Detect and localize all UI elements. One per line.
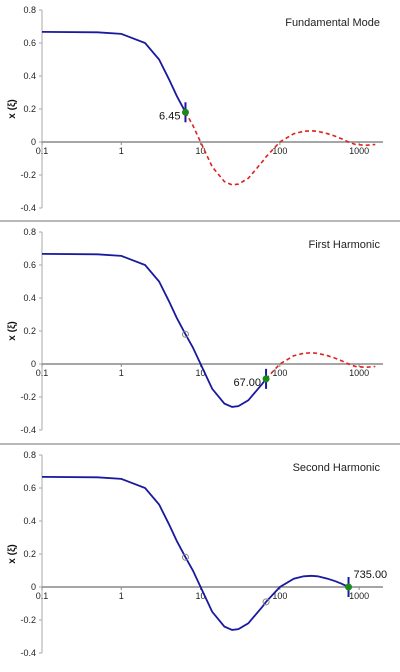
- series-line-continuation: [265, 351, 376, 380]
- x-tick-label: 10: [196, 146, 206, 156]
- y-tick-label: -0.4: [20, 425, 36, 435]
- series-line-fitted: [41, 253, 267, 408]
- x-tick-label: 0.1: [36, 146, 49, 156]
- y-tick-label: 0.4: [23, 71, 36, 81]
- y-tick-label: 0.6: [23, 38, 36, 48]
- open-marker: [181, 330, 189, 338]
- y-tick-label: -0.2: [20, 615, 36, 625]
- chart-title: Fundamental Mode: [285, 17, 380, 29]
- x-tick-label: 10: [196, 591, 206, 601]
- x-tick-label: 1: [119, 591, 124, 601]
- x-tick-label: 1: [119, 146, 124, 156]
- x-tick-label: 100: [272, 146, 287, 156]
- chart-panel-first-harmonic: 0.8 0.6 0.4 0.2 0 -0.2 -0.4 0.1 1 10 100 1000 x (ξ) F…: [0, 222, 400, 443]
- panel-divider: [0, 220, 400, 222]
- x-tick-label: 10: [196, 368, 206, 378]
- y-tick-label: 0.6: [23, 483, 36, 493]
- y-tick-label: 0.6: [23, 260, 36, 270]
- y-axis-label: x (ξ): [7, 99, 18, 118]
- series-line-continuation: [184, 111, 376, 186]
- y-tick-label: 0.2: [23, 104, 36, 114]
- x-tick-label: 1: [119, 368, 124, 378]
- boundary-marker: [345, 583, 353, 591]
- chart-second-harmonic: 0.8 0.6 0.4 0.2 0 -0.2 -0.4 0.1 1 10 100 1000 x (ξ) S…: [7, 450, 388, 658]
- x-tick-label: 1000: [349, 591, 369, 601]
- y-tick-label: 0.8: [23, 227, 36, 237]
- open-marker: [181, 553, 189, 561]
- x-tick-label: 0.1: [36, 591, 49, 601]
- boundary-label: 6.45: [159, 110, 180, 122]
- chart-panel-fundamental: 0.8 0.6 0.4 0.2 0 -0.2 -0.4 0.1 1 10 100 1000 x (ξ) F…: [0, 0, 400, 220]
- x-tick-label: 100: [272, 591, 287, 601]
- chart-first-harmonic: 0.8 0.6 0.4 0.2 0 -0.2 -0.4 0.1 1 10 100 1000 x (ξ) F…: [7, 227, 383, 435]
- y-tick-label: 0: [31, 359, 36, 369]
- chart-fundamental-mode: 0.8 0.6 0.4 0.2 0 -0.2 -0.4 0.1 1 10 100 1000 x (ξ) F…: [7, 5, 383, 213]
- x-tick-label: 100: [272, 368, 287, 378]
- boundary-label: 735.00: [354, 569, 388, 581]
- chart-panel-second-harmonic: 0.8 0.6 0.4 0.2 0 -0.2 -0.4 0.1 1 10 100 1000 x (ξ) S…: [0, 445, 400, 667]
- series-line-fitted: [41, 476, 349, 631]
- y-tick-label: 0.4: [23, 293, 36, 303]
- x-tick-label: 1000: [349, 368, 369, 378]
- x-tick-label: 1000: [349, 146, 369, 156]
- boundary-label: 67.00: [234, 377, 262, 389]
- x-tick-label: 0.1: [36, 368, 49, 378]
- y-axis-label: x (ξ): [7, 544, 18, 563]
- y-tick-label: -0.4: [20, 203, 36, 213]
- y-tick-label: 0: [31, 582, 36, 592]
- boundary-marker: [262, 375, 270, 383]
- y-tick-label: 0.8: [23, 450, 36, 460]
- y-tick-label: 0: [31, 137, 36, 147]
- open-marker: [262, 598, 270, 606]
- series-line-fitted: [41, 31, 187, 113]
- chart-title: Second Harmonic: [293, 462, 381, 474]
- y-tick-label: 0.2: [23, 326, 36, 336]
- y-tick-label: 0.8: [23, 5, 36, 15]
- y-tick-label: -0.2: [20, 170, 36, 180]
- y-tick-label: -0.2: [20, 392, 36, 402]
- boundary-marker: [181, 108, 189, 116]
- chart-title: First Harmonic: [308, 239, 380, 251]
- y-tick-label: 0.2: [23, 549, 36, 559]
- y-axis-label: x (ξ): [7, 321, 18, 340]
- y-tick-label: 0.4: [23, 516, 36, 526]
- panel-divider: [0, 443, 400, 445]
- y-tick-label: -0.4: [20, 648, 36, 658]
